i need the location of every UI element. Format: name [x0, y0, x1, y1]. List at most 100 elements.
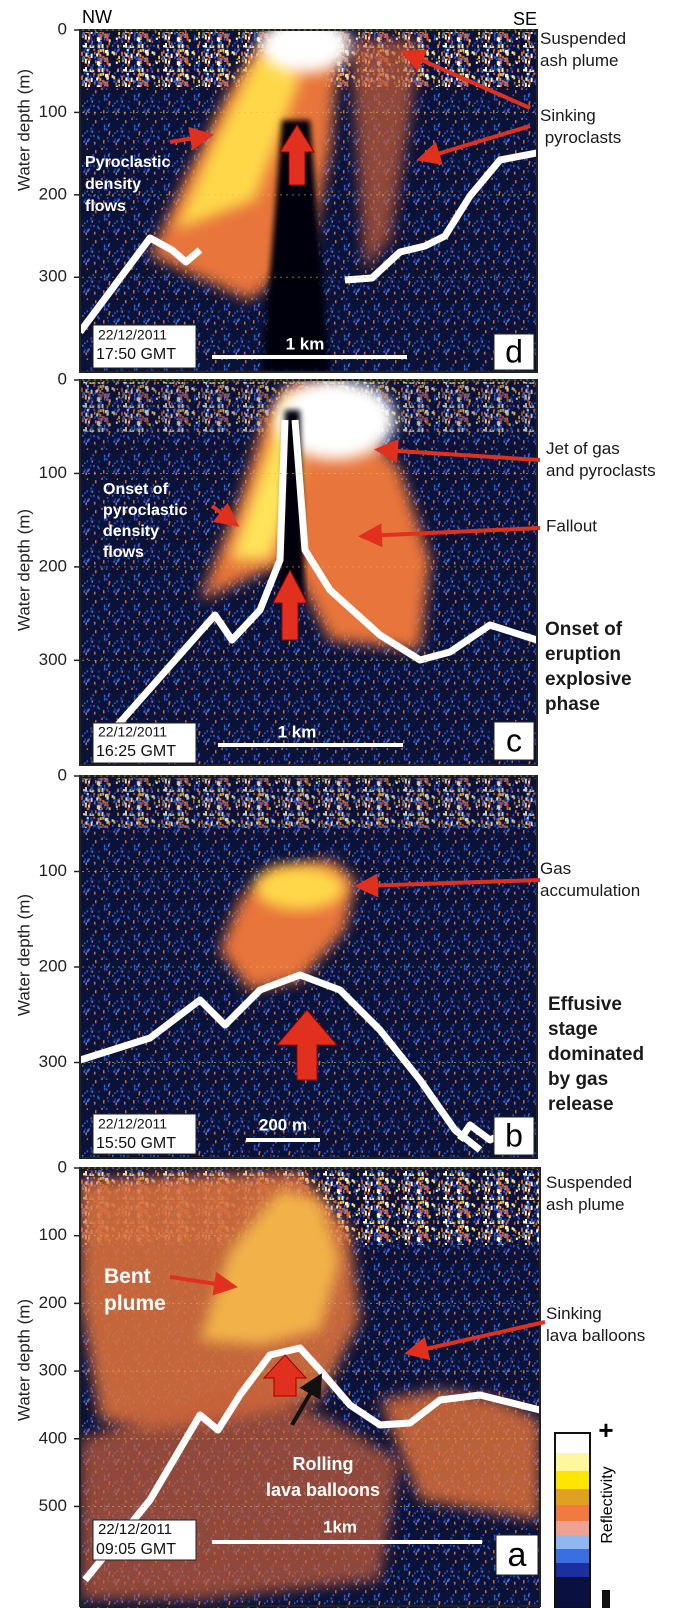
colorbar-swatch — [555, 1505, 590, 1521]
scale-label: 1 km — [278, 722, 317, 741]
panel-letter: d — [505, 333, 523, 369]
y-tick-label: 300 — [39, 650, 67, 669]
arrow — [374, 439, 541, 463]
annotation: Pyroclastic density flows — [85, 154, 170, 215]
y-tick-label: 0 — [58, 1157, 67, 1176]
y-tick-label: 100 — [39, 463, 67, 482]
plume-core — [255, 866, 345, 910]
annotation: Jet of gas and pyroclasts — [546, 439, 656, 480]
compass-right: SE — [513, 9, 537, 29]
plume — [200, 1190, 340, 1345]
y-tick-label: 200 — [39, 556, 67, 575]
axis: 0 100 200 300 400 500 — [39, 1157, 538, 1515]
y-axis-title: Water depth (m) — [14, 509, 33, 631]
annotation: Gas accumulation — [540, 859, 640, 900]
seafloor — [344, 149, 537, 284]
compass-left: NW — [82, 7, 112, 27]
plume-core — [260, 30, 350, 73]
annotation: Suspended ash plume — [546, 1173, 632, 1214]
panel-letter: a — [508, 1536, 527, 1574]
y-tick-label: 100 — [39, 861, 67, 880]
arrow — [358, 523, 541, 548]
seafloor — [80, 971, 483, 1153]
colorbar-swatch — [555, 1577, 590, 1608]
annotation: Suspended ash plume — [540, 29, 626, 70]
frame — [79, 379, 538, 766]
vent-arrow — [275, 1009, 339, 1081]
y-tick-label: 300 — [39, 267, 67, 286]
time: 15:50 GMT — [96, 1135, 176, 1152]
annotation: Sinking lava balloons — [546, 1304, 645, 1345]
arrow — [416, 124, 531, 165]
echogram-c — [80, 380, 537, 765]
y-axis-title: Water depth (m) — [14, 1299, 33, 1421]
date-box — [92, 324, 197, 369]
plume — [200, 385, 430, 650]
date: 22/12/2011 — [98, 1116, 167, 1132]
date-box — [92, 1113, 197, 1155]
panel-letter: c — [506, 722, 522, 758]
arrow — [169, 1271, 238, 1296]
scale-label: 200 m — [259, 1115, 307, 1134]
y-tick-label: 300 — [39, 1361, 67, 1380]
colorbar-swatch — [555, 1535, 590, 1549]
echogram-d — [80, 30, 537, 372]
arrow — [404, 1320, 546, 1361]
arrow — [354, 873, 541, 898]
scale-bar — [212, 355, 407, 359]
y-tick-label: 100 — [39, 1225, 67, 1244]
plume-core — [275, 380, 395, 460]
y-tick-label: 0 — [58, 369, 67, 388]
date-box — [92, 722, 197, 764]
colorbar-swatch — [555, 1563, 590, 1577]
colorbar-frame — [554, 1432, 591, 1608]
panel-letter-box — [493, 333, 535, 371]
annotation: Bent plume — [104, 1265, 166, 1315]
axis: 0 100 200 300 — [39, 19, 535, 286]
date-box — [92, 1519, 197, 1561]
seafloor — [80, 234, 203, 335]
date: 22/12/2011 — [98, 1521, 172, 1538]
scale-label: 1km — [323, 1517, 357, 1536]
y-tick-label: 200 — [39, 1293, 67, 1312]
colorbar-swatch — [555, 1549, 590, 1563]
seafloor — [291, 419, 537, 664]
vent-arrow — [272, 568, 308, 641]
seafloor — [82, 1344, 540, 1583]
annotation: Fallout — [546, 516, 597, 535]
panel-letter-box — [495, 1534, 539, 1576]
colorbar-label: Reflectivity — [599, 1466, 616, 1543]
colorbar-min-mark — [602, 1590, 610, 1608]
time: 09:05 GMT — [96, 1541, 176, 1558]
colorbar-swatch — [555, 1433, 590, 1453]
colorbar-swatch — [555, 1471, 590, 1489]
colorbar: + Reflectivity — [554, 1415, 616, 1608]
date: 22/12/2011 — [98, 327, 167, 343]
scale-bar — [246, 1138, 320, 1142]
plume — [350, 40, 420, 270]
scale-bar — [212, 1540, 482, 1544]
colorbar-max: + — [598, 1415, 613, 1445]
y-tick-label: 0 — [58, 765, 67, 784]
scale-label: 1 km — [286, 334, 325, 353]
panel-letter: b — [505, 1117, 523, 1153]
plume — [380, 1390, 540, 1520]
frame — [79, 29, 538, 373]
colorbar-swatch — [555, 1521, 590, 1535]
panel-letter-box — [493, 721, 535, 761]
plume — [175, 40, 300, 230]
axis: 0 100 200 300 — [39, 765, 535, 1071]
y-tick-label: 100 — [39, 102, 67, 121]
y-tick-label: 0 — [58, 19, 67, 38]
y-axis-title: Water depth (m) — [14, 69, 33, 191]
stage-label: Effusive stage dominated by gas release — [548, 994, 644, 1115]
annotation: Onset of pyroclastic density flows — [103, 481, 188, 561]
arrow — [290, 1373, 323, 1427]
scale-bar — [218, 743, 403, 747]
y-tick-label: 200 — [39, 956, 67, 975]
conduit — [262, 120, 330, 372]
time: 17:50 GMT — [96, 346, 176, 363]
panel-letter-box — [493, 1116, 535, 1156]
axis: 0 100 200 300 — [39, 369, 535, 669]
